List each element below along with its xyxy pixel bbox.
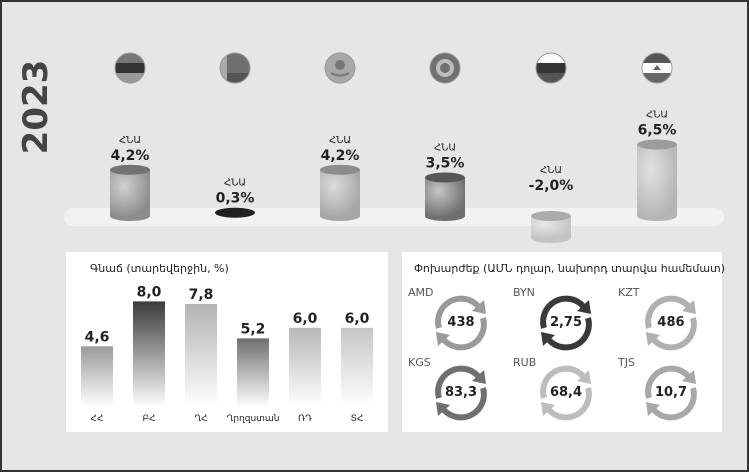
gdp-bar-tajikistan: 6,5% ՀՆԱ (637, 110, 677, 221)
gdp-bar-kyrgyzstan: 3,5% ՀՆԱ (425, 143, 465, 221)
gdp-label: ՀՆԱ (224, 178, 246, 189)
gdp-bar-belarus: 0,3% ՀՆԱ (215, 178, 255, 218)
gdp-chart: 4,2%ՀՆԱ0,3%ՀՆԱ4,2%ՀՆԱ3,5%ՀՆԱ-2,0%ՀՆԱ6,5%… (64, 52, 724, 243)
inflation-value-label: 6,0 (293, 311, 318, 327)
fx-code: RUB (513, 356, 537, 369)
fx-value: 438 (447, 315, 475, 330)
inflation-bar: 8,0 ԲՀ (133, 284, 165, 424)
cycle-arrows-icon (435, 365, 487, 421)
inflation-category-label: Ղրղզստան (227, 414, 280, 424)
tajikistan-flag (641, 52, 673, 84)
cycle-arrows-icon (540, 365, 592, 421)
inflation-category-label: ՏՀ (351, 414, 364, 424)
gdp-bar-armenia: 4,2% ՀՆԱ (110, 135, 150, 221)
kazakhstan-flag (324, 52, 356, 84)
fx-code: KGS (408, 356, 431, 369)
inflation-value-label: 6,0 (345, 311, 370, 327)
gdp-value-label: 4,2% (321, 148, 360, 164)
inflation-chart: 4,6 ՀՀ 8,0 ԲՀ 7,8 ՂՀ 5,2 Ղրղզստան 6,0 ՌԴ 6,0 ՏՀ (81, 284, 373, 424)
gdp-baseline-strip (64, 208, 724, 226)
inflation-value-label: 5,2 (241, 321, 266, 337)
gdp-bar-kazakhstan: 4,2% ՀՆԱ (320, 135, 360, 221)
gdp-label: ՀՆԱ (540, 165, 562, 176)
belarus-flag (219, 52, 251, 84)
inflation-bar: 5,2 Ղրղզստան (227, 321, 280, 424)
cycle-arrows-icon (645, 365, 697, 421)
gdp-value-label: 0,3% (216, 191, 255, 207)
fx-code: BYN (513, 286, 535, 299)
fx-value: 83,3 (444, 385, 478, 400)
fx-value: 68,4 (549, 385, 583, 400)
fx-code: TJS (618, 356, 635, 369)
gdp-label: ՀՆԱ (119, 135, 141, 146)
inflation-category-label: ԲՀ (142, 414, 155, 424)
gdp-label: ՀՆԱ (646, 110, 668, 121)
armenia-flag (114, 52, 146, 84)
inflation-title: Գնաճ (տարեվերջին, %) (90, 262, 229, 275)
gdp-value-label: 6,5% (638, 123, 677, 139)
russia-flag (535, 52, 567, 84)
fx-value: 10,7 (654, 385, 688, 400)
inflation-category-label: ՀՀ (91, 414, 104, 424)
inflation-bar: 6,0 ՏՀ (341, 311, 373, 424)
gdp-value-label: 3,5% (426, 156, 465, 172)
cycle-arrows-icon (540, 295, 592, 351)
fx-value: 486 (657, 315, 685, 330)
fx-code: AMD (408, 286, 434, 299)
gdp-label: ՀՆԱ (434, 143, 456, 154)
gdp-bar-russia: -2,0% ՀՆԱ (529, 165, 574, 243)
inflation-panel: Գնաճ (տարեվերջին, %) 4,6 ՀՀ 8,0 ԲՀ 7,8 ՂՀ 5,2 Ղ… (66, 252, 388, 432)
fx-item-rub: RUB 68,4 (507, 352, 597, 432)
inflation-bar: 7,8 ՂՀ (185, 287, 217, 424)
inflation-bar: 6,0 ՌԴ (289, 311, 321, 424)
inflation-category-label: ՂՀ (194, 414, 207, 424)
fx-item-amd: AMD 438 (402, 282, 492, 362)
fx-item-kgs: KGS 83,3 (402, 352, 492, 432)
inflation-value-label: 8,0 (137, 284, 162, 300)
gdp-label: ՀՆԱ (329, 135, 351, 146)
gdp-value-label: 4,2% (111, 148, 150, 164)
fx-code: KZT (618, 286, 640, 299)
inflation-category-label: ՌԴ (298, 414, 312, 424)
fx-item-byn: BYN 2,75 (507, 282, 597, 362)
fx-item-kzt: KZT 486 (612, 282, 702, 362)
fx-value: 2,75 (549, 315, 583, 330)
exchange-panel: Փոխարժեք (ԱՄՆ դոլար, նախորդ տարվա համեմա… (402, 252, 726, 432)
inflation-value-label: 7,8 (189, 287, 214, 303)
inflation-bar: 4,6 ՀՀ (81, 329, 113, 424)
fx-item-tjs: TJS 10,7 (612, 352, 702, 432)
gdp-value-label: -2,0% (529, 178, 574, 194)
cycle-arrows-icon (645, 295, 697, 351)
kyrgyzstan-flag (429, 52, 461, 84)
cycle-arrows-icon (435, 295, 487, 351)
exchange-title: Փոխարժեք (ԱՄՆ դոլար, նախորդ տարվա համեմա… (414, 262, 726, 275)
inflation-value-label: 4,6 (85, 329, 110, 345)
